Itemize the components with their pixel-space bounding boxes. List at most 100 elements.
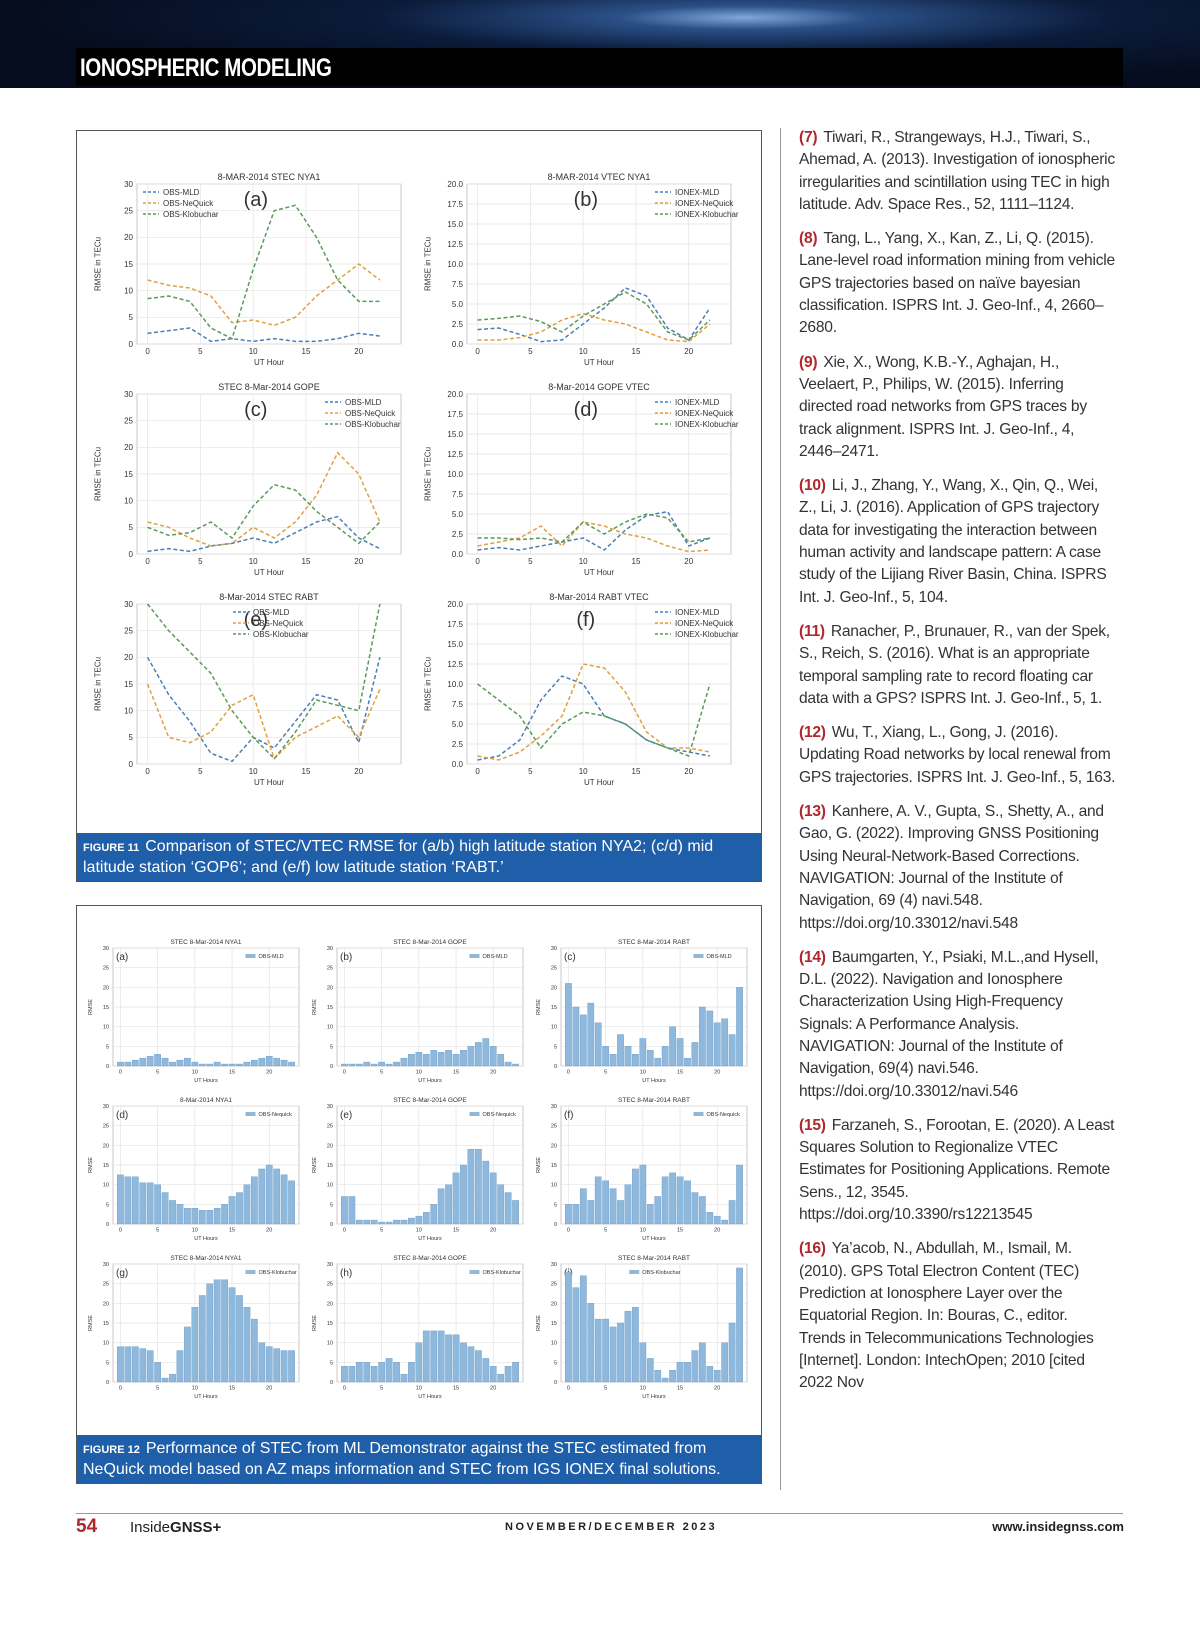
y-tick-label: 10 <box>124 706 133 715</box>
y-tick-label: 10.0 <box>447 260 463 269</box>
reference: (15) Farzaneh, S., Forootan, E. (2020). A… <box>799 1115 1117 1226</box>
legend-label: IONEX-Klobuchar <box>675 420 739 429</box>
bar <box>706 1010 714 1067</box>
bar <box>482 1038 490 1067</box>
figure-label: FIGURE 12 <box>83 1444 140 1456</box>
data-line <box>477 291 711 341</box>
legend-label: OBS-Nequick <box>483 1112 517 1118</box>
y-tick-label: 5.0 <box>452 300 464 309</box>
x-tick-label: 5 <box>156 1228 159 1234</box>
bar <box>504 1366 512 1383</box>
bar <box>191 1307 199 1383</box>
x-tick-label: 10 <box>640 1386 646 1392</box>
legend-label: OBS-Nequick <box>707 1112 741 1118</box>
x-tick-label: 5 <box>604 1070 607 1076</box>
data-line <box>147 327 380 343</box>
legend-swatch <box>469 954 480 958</box>
x-tick-label: 20 <box>354 767 363 776</box>
panel-label: (e) <box>244 609 268 631</box>
bar <box>393 1219 400 1225</box>
issue: NOVEMBER/DECEMBER 2023 <box>505 1521 718 1533</box>
data-line <box>147 451 381 547</box>
bar <box>512 1200 519 1225</box>
y-tick-label: 10 <box>103 1341 109 1347</box>
x-tick-label: 20 <box>684 347 693 356</box>
bar <box>363 1061 371 1067</box>
bar <box>169 1373 176 1383</box>
bar <box>131 1346 139 1383</box>
y-axis-label: RMSE in TECu <box>94 237 103 291</box>
bar <box>146 1182 154 1225</box>
x-tick-label: 0 <box>567 1070 570 1076</box>
legend-label: OBS-Klobuchar <box>483 1270 521 1276</box>
reference: (10) Li, J., Zhang, Y., Wang, X., Qin, Q.… <box>799 475 1117 609</box>
y-tick-label: 25 <box>103 966 109 972</box>
bar <box>713 1215 721 1225</box>
legend-label: IONEX-MLD <box>675 398 720 407</box>
y-tick-label: 17.5 <box>447 200 463 209</box>
y-tick-label: 25 <box>327 1282 333 1288</box>
y-tick-label: 25 <box>551 1124 557 1130</box>
y-tick-label: 2.5 <box>452 740 464 749</box>
y-tick-label: 0 <box>330 1380 333 1386</box>
y-tick-label: 5 <box>129 733 134 742</box>
x-tick-label: 0 <box>145 767 150 776</box>
y-axis-label: RMSE in TECu <box>94 657 103 711</box>
bar <box>706 1366 714 1383</box>
x-tick-label: 15 <box>302 557 311 566</box>
y-tick-label: 10 <box>124 286 133 295</box>
y-tick-label: 5 <box>330 1360 333 1366</box>
reference-number: (7) <box>799 129 818 146</box>
x-tick-label: 20 <box>684 557 693 566</box>
y-tick-label: 2.5 <box>452 320 464 329</box>
bar <box>370 1366 378 1383</box>
bar <box>698 1006 706 1067</box>
legend-label: IONEX-MLD <box>675 608 720 617</box>
bar <box>408 1053 415 1067</box>
bar <box>206 1283 214 1383</box>
legend-label: OBS-MLD <box>253 608 290 617</box>
brand-prefix: Inside <box>130 1519 171 1536</box>
bar <box>646 1358 654 1383</box>
x-tick-label: 15 <box>677 1228 683 1234</box>
bar <box>169 1061 176 1067</box>
legend-swatch <box>245 1112 256 1116</box>
y-tick-label: 15 <box>551 1321 557 1327</box>
x-tick-label: 0 <box>475 347 480 356</box>
y-tick-label: 0 <box>554 1222 557 1228</box>
reference: (8) Tang, L., Yang, X., Kan, Z., Li, Q. (… <box>799 228 1117 339</box>
bar <box>280 1059 288 1067</box>
x-tick-label: 10 <box>249 767 258 776</box>
y-tick-label: 20 <box>124 233 133 242</box>
y-tick-label: 25 <box>327 1124 333 1130</box>
bar <box>617 1322 624 1383</box>
legend-label: OBS-MLD <box>483 954 508 960</box>
bar <box>632 1053 639 1067</box>
x-tick-label: 20 <box>490 1386 496 1392</box>
bar <box>698 1342 706 1383</box>
x-tick-label: 15 <box>302 347 311 356</box>
bar <box>363 1362 371 1383</box>
panel-label: (b) <box>574 189 598 211</box>
y-tick-label: 30 <box>327 1104 333 1110</box>
y-axis-label: RMSE in TECu <box>94 447 103 501</box>
x-tick-label: 10 <box>192 1070 198 1076</box>
x-tick-label: 0 <box>145 557 150 566</box>
bar <box>676 1038 684 1067</box>
y-axis-label: RMSE in TECu <box>424 237 433 291</box>
panel-label: (d) <box>116 1110 128 1121</box>
panel-label: (a) <box>244 189 268 211</box>
y-tick-label: 15 <box>327 1005 333 1011</box>
y-tick-label: 0 <box>129 760 134 769</box>
y-tick-label: 5 <box>106 1360 109 1366</box>
reference-number: (9) <box>799 353 818 371</box>
legend-label: OBS-MLD <box>345 398 382 407</box>
bar <box>579 1014 587 1067</box>
reference: (12) Wu, T., Xiang, L., Gong, J. (2016). … <box>799 722 1117 789</box>
x-tick-label: 20 <box>714 1070 720 1076</box>
bar <box>445 1050 452 1067</box>
x-tick-label: 15 <box>229 1386 235 1392</box>
legend-swatch <box>245 1270 256 1274</box>
y-tick-label: 5 <box>129 523 134 532</box>
y-tick-label: 5 <box>106 1044 109 1050</box>
